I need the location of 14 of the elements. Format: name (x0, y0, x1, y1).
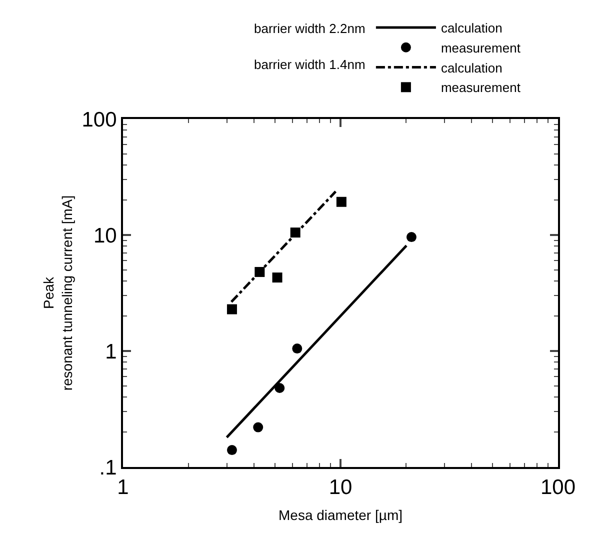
y-axis-title: Peak resonant tunneling current [mA] (40, 195, 75, 391)
x-axis-title: Mesa diameter [µm] (278, 507, 402, 523)
text: barrier width 2.2nm (254, 21, 366, 36)
legend-label: measurement (440, 40, 521, 56)
y-tick-label: .1 (99, 456, 117, 480)
text: barrier width 1.4nm (254, 57, 366, 72)
legend-label: calculation (440, 60, 502, 76)
x-tick-label: 100 (540, 476, 576, 500)
y-tick-label: 1 (105, 340, 117, 364)
legend-label: calculation (440, 20, 502, 36)
x-tick-label: 10 (328, 476, 352, 500)
y-tick-label: 100 (82, 108, 117, 132)
legend-label: measurement (440, 80, 521, 96)
y-tick-label: 10 (93, 224, 117, 248)
